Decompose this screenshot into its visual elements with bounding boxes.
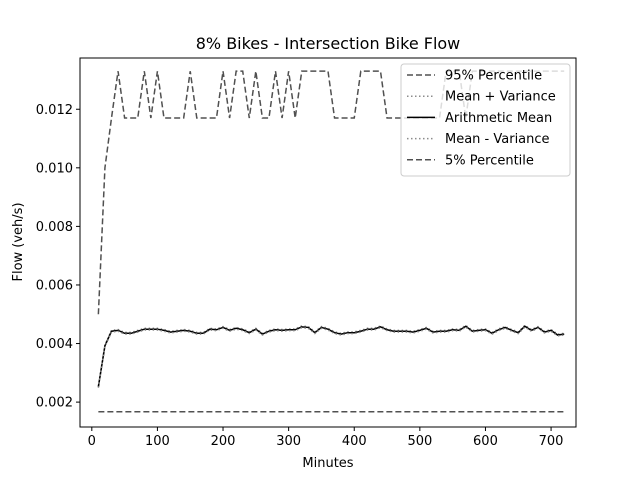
series-line-1 — [97, 70, 565, 315]
legend-label: Mean - Variance — [445, 132, 550, 147]
x-tick-label: 500 — [407, 434, 432, 449]
legend: 95% Percentile Mean + Variance Arithmetic … — [400, 63, 571, 177]
x-tick-label: 600 — [473, 434, 498, 449]
x-axis: 0 100 200 300 400 500 600 700 — [88, 427, 564, 449]
y-axis: 0.002 0.004 0.006 0.008 0.010 0.012 — [36, 103, 80, 411]
y-axis-label: Flow (veh/s) — [11, 202, 26, 281]
x-tick-label: 200 — [211, 434, 236, 449]
y-tick-label: 0.004 — [36, 337, 73, 352]
legend-label: 95% Percentile — [445, 69, 542, 84]
legend-box — [400, 63, 571, 177]
legend-label: Arithmetic Mean — [445, 111, 552, 126]
x-tick-label: 700 — [539, 434, 564, 449]
x-tick-label: 400 — [342, 434, 367, 449]
x-axis-label: Minutes — [302, 456, 353, 471]
x-tick-label: 0 — [88, 434, 96, 449]
y-tick-label: 0.010 — [36, 161, 73, 176]
series-lines — [97, 70, 565, 413]
legend-label: 5% Percentile — [445, 153, 534, 168]
x-tick-label: 100 — [145, 434, 170, 449]
chart-title: 8% Bikes - Intersection Bike Flow — [196, 34, 461, 53]
x-tick-label: 300 — [276, 434, 301, 449]
y-tick-label: 0.006 — [36, 278, 73, 293]
y-tick-label: 0.002 — [36, 396, 73, 411]
legend-label: Mean + Variance — [445, 90, 556, 105]
y-tick-label: 0.008 — [36, 220, 73, 235]
series-line-3 — [97, 325, 565, 387]
plot-frame — [79, 57, 577, 428]
y-tick-label: 0.012 — [36, 103, 73, 118]
